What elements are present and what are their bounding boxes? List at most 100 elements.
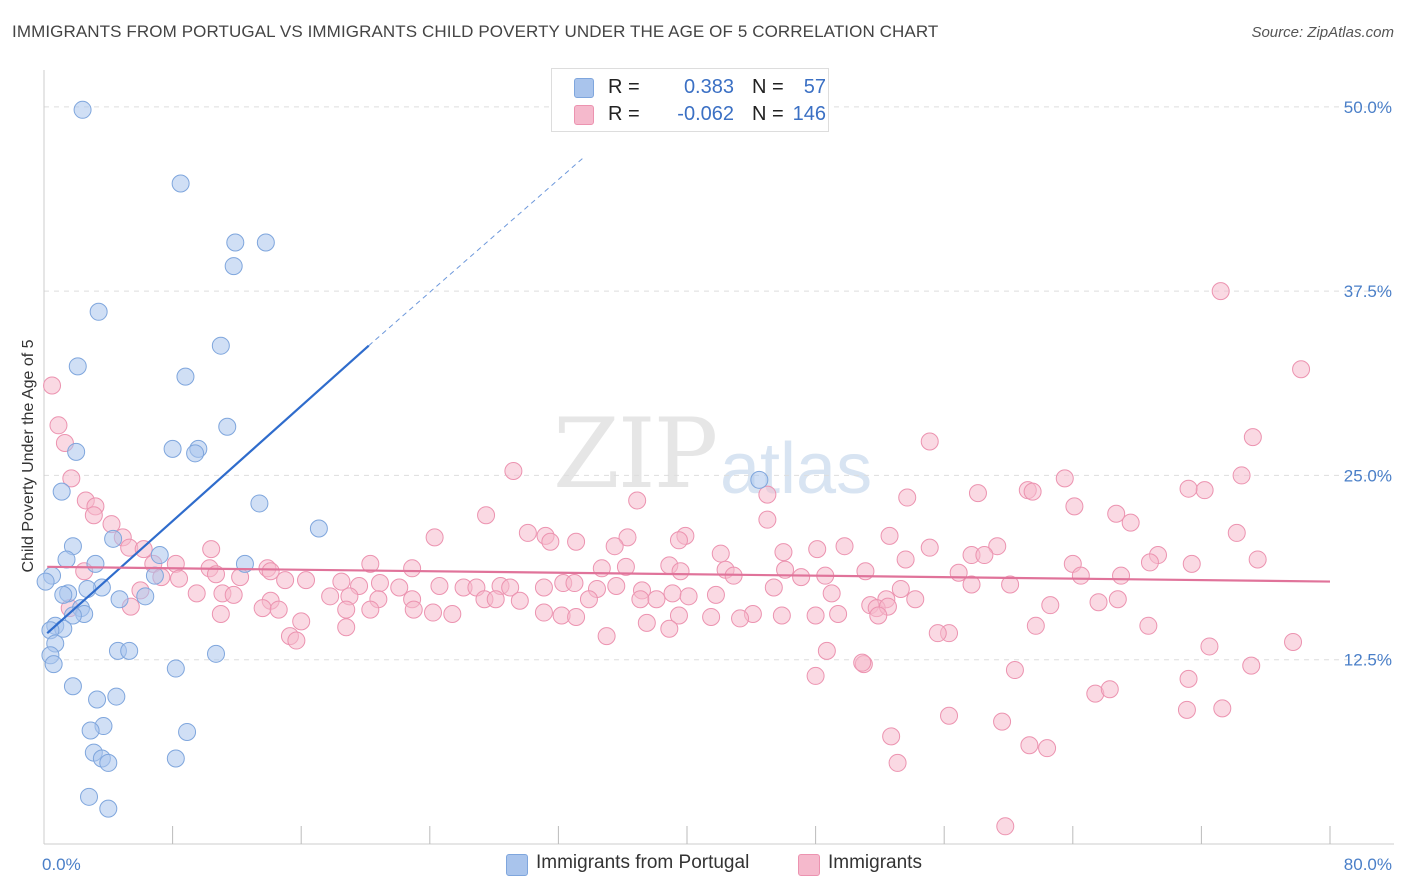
data-point — [287, 631, 306, 650]
data-point — [110, 590, 129, 609]
data-point — [99, 799, 118, 818]
chart-title: IMMIGRANTS FROM PORTUGAL VS IMMIGRANTS C… — [12, 22, 939, 41]
data-point — [1179, 669, 1198, 688]
data-point — [660, 619, 679, 638]
data-point — [928, 624, 947, 643]
data-point — [1227, 523, 1246, 542]
data-point — [226, 233, 245, 252]
data-point — [792, 568, 811, 587]
legend-n-value: 146 — [792, 103, 826, 125]
data-point — [993, 712, 1012, 731]
trend-layer — [46, 158, 1331, 634]
data-point — [477, 506, 496, 525]
series-layer — [36, 100, 1311, 836]
data-point — [975, 546, 994, 565]
data-point — [968, 484, 987, 503]
data-point — [84, 506, 103, 525]
data-point — [1232, 466, 1251, 485]
data-point — [68, 357, 87, 376]
data-point — [731, 609, 750, 628]
legend-n-label: N = — [752, 103, 784, 125]
data-point — [107, 687, 126, 706]
data-point — [202, 540, 221, 559]
data-point — [43, 376, 62, 395]
y-tick-label: 25.0% — [1344, 466, 1392, 485]
data-point — [1140, 553, 1159, 572]
y-axis-title: Child Poverty Under the Age of 5 — [20, 339, 37, 572]
data-point — [170, 569, 189, 588]
bottom-legend-label-portugal: Immigrants from Portugal — [536, 852, 750, 873]
y-tick-label: 50.0% — [1344, 98, 1392, 117]
data-point — [1213, 699, 1232, 718]
data-point — [510, 591, 529, 610]
data-point — [764, 578, 783, 597]
axis-labels: 12.5% 25.0% 37.5% 50.0% 0.0% 80.0% Child Pover… — [20, 98, 1392, 874]
data-point — [256, 233, 275, 252]
data-point — [186, 444, 205, 463]
data-point — [403, 559, 422, 578]
data-point — [269, 600, 288, 619]
data-point — [224, 257, 243, 276]
data-point — [920, 432, 939, 451]
y-tick-label: 12.5% — [1344, 651, 1392, 670]
data-point — [669, 606, 688, 625]
data-point — [292, 612, 311, 631]
data-point — [404, 600, 423, 619]
data-point — [486, 590, 505, 609]
data-point — [424, 603, 443, 622]
legend-n-label: N = — [752, 76, 784, 98]
data-point — [1242, 656, 1261, 675]
data-point — [774, 543, 793, 562]
bottom-legend-swatch-portugal — [506, 854, 528, 876]
data-point — [750, 470, 769, 489]
data-point — [829, 605, 848, 624]
data-point — [361, 554, 380, 573]
data-point — [880, 526, 899, 545]
data-point — [1089, 593, 1108, 612]
data-point — [631, 590, 650, 609]
data-point — [81, 721, 100, 740]
data-point — [534, 603, 553, 622]
data-point — [679, 587, 698, 606]
legend-swatch-immigrants — [574, 105, 594, 125]
axes — [43, 70, 1394, 845]
data-point — [1100, 680, 1119, 699]
legend-row-immigrants: R = -0.062 N = 146 — [574, 103, 826, 127]
data-point — [1211, 282, 1230, 301]
data-point — [321, 587, 340, 606]
data-point — [1020, 736, 1039, 755]
data-point — [711, 544, 730, 563]
trend-line-immigrants — [47, 565, 1331, 583]
data-point — [104, 529, 123, 548]
data-point — [163, 439, 182, 458]
data-point — [663, 584, 682, 603]
data-point — [534, 578, 553, 597]
data-point — [501, 578, 520, 597]
data-point — [1284, 633, 1303, 652]
data-point — [806, 666, 825, 685]
data-point — [835, 537, 854, 556]
trend-extension-portugal — [368, 158, 583, 347]
data-point — [44, 655, 63, 674]
data-point — [176, 367, 195, 386]
data-point — [178, 722, 197, 741]
data-point — [949, 563, 968, 582]
data-point — [145, 566, 164, 585]
series-portugal — [36, 100, 769, 818]
data-point — [1055, 469, 1074, 488]
data-point — [309, 519, 328, 538]
data-point — [920, 538, 939, 557]
data-point — [669, 531, 688, 550]
data-point — [504, 462, 523, 481]
data-point — [207, 565, 226, 584]
data-point — [758, 510, 777, 529]
data-point — [869, 606, 888, 625]
series-immigrants — [43, 282, 1311, 836]
data-point — [1112, 566, 1131, 585]
source-label: Source: ZipAtlas.com — [1251, 24, 1394, 41]
data-point — [250, 494, 269, 513]
data-point — [337, 618, 356, 637]
data-point — [772, 606, 791, 625]
y-tick-label: 37.5% — [1344, 282, 1392, 301]
